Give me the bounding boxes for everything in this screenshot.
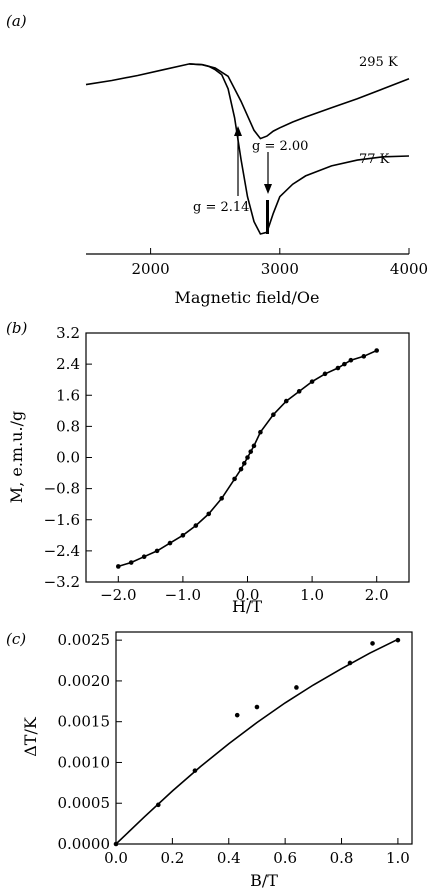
panel-b-y-tick-label: 0.0 [56,449,80,467]
panel-b-point [296,389,302,394]
panel-b-point [322,371,328,377]
panel-c-y-ticks: 0.0000 0.0005 0.0010 0.0015 0.0020 0.0025 [58,631,122,853]
panel-b-point [248,449,254,454]
panel-b-point [251,443,257,449]
panel-c: (c) 0.0 0.2 0.4 0.6 0.8 1.0 0.0000 0.0005 0.001… [6,630,413,890]
panel-a-xlabel: Magnetic field/Oe [174,288,319,307]
panel-b-point [206,511,212,517]
panel-c-point [113,841,119,847]
panel-b-point [241,461,247,466]
panel-c-points [113,637,401,847]
panel-c-point [294,685,299,690]
panel-a: (a) 2000 3000 4000 Magnetic field/Oe 295 K… [6,12,428,307]
panel-a-x-tick-label: 4000 [390,260,428,278]
panel-b-point [141,554,147,560]
panel-b-y-tick-label: 3.2 [56,324,80,342]
panel-b-y-tick-label: −3.2 [44,573,80,591]
panel-b-y-tick-label: 2.4 [56,355,80,373]
panel-c-label: (c) [6,630,26,648]
panel-c-y-tick-label: 0.0020 [58,672,111,690]
panel-c-y-tick-label: 0.0005 [58,794,111,812]
panel-b-point [238,466,244,472]
panel-b-x-tick-label: −2.0 [100,586,136,604]
panel-b-point [193,523,199,528]
panel-b-point [180,533,186,538]
panel-c-y-tick-label: 0.0000 [58,835,111,853]
panel-c-fit-line [115,638,399,845]
panel-a-x-tick-label: 2000 [132,260,170,278]
panel-c-point [370,641,375,646]
g200-label: g = 2.00 [252,139,308,154]
panel-b-y-tick-label: −2.4 [44,542,80,560]
panel-c-point [155,802,161,808]
panel-c-x-tick-label: 0.0 [104,849,128,867]
panel-b-point [342,361,347,367]
panel-b-point [167,540,173,546]
panel-b-x-tick-label: 0.0 [236,586,260,604]
panel-c-x-tick-label: 0.4 [217,849,241,867]
panel-b-point [245,455,250,460]
panel-c-point [395,637,401,643]
panel-b-y-tick-label: −1.6 [44,511,80,529]
panel-b-x-ticks: −2.0 −1.0 0.0 1.0 2.0 [100,576,389,604]
panel-b-y-ticks: −3.2 −2.4 −1.6 −0.8 0.0 0.8 1.6 2.4 3.2 [44,324,92,591]
panel-c-x-ticks: 0.0 0.2 0.4 0.6 0.8 1.0 [104,838,410,867]
panel-b-point [335,365,341,371]
panel-b-point [128,560,134,565]
panel-c-frame [115,631,413,845]
panel-b-x-tick-label: −1.0 [165,586,201,604]
panel-b-point [348,357,354,363]
panel-b-point [271,412,276,418]
panel-c-point [192,768,198,773]
g200-arrowhead [264,184,272,194]
panel-a-x-tick-label: 3000 [261,260,299,278]
g200-marker [266,200,269,234]
panel-c-y-tick-label: 0.0015 [58,713,111,731]
panel-b-points [116,348,380,569]
panel-c-x-tick-label: 0.2 [160,849,184,867]
panel-b-point [309,379,315,384]
panel-a-label: (a) [6,12,27,30]
panel-c-y-tick-label: 0.0025 [58,631,111,649]
panel-b-label: (b) [6,319,27,337]
panel-c-point [347,660,353,666]
panel-b-point [232,476,237,482]
series-77k-label: 77 K [359,152,390,167]
panel-b-point [283,398,289,404]
panel-c-ylabel: ΔT/K [21,716,40,757]
panel-b-fit-line [118,349,378,568]
panel-b-point [219,496,224,501]
panel-b-point [361,354,367,359]
panel-b-y-tick-label: 0.8 [56,417,80,435]
series-295k-line [85,63,410,140]
series-295k-label: 295 K [359,55,398,70]
g214-label: g = 2.14 [193,200,249,215]
panel-b: (b) −2.0 −1.0 0.0 1.0 2.0 −3.2 −2.4 −1.6 −0.8 0.… [6,319,410,616]
panel-b-y-tick-label: −0.8 [44,480,80,498]
panel-b-x-tick-label: 1.0 [300,586,324,604]
panel-c-xlabel: B/T [250,871,278,890]
panel-b-ylabel: M, e.m.u./g [7,411,26,503]
panel-b-point [154,548,160,554]
panel-b-point [116,564,121,569]
panel-c-x-tick-label: 1.0 [386,849,410,867]
g214-arrowhead [234,126,242,136]
panel-c-point [254,704,260,710]
panel-a-x-ticks: 2000 3000 4000 [132,248,428,278]
panel-b-y-tick-label: 1.6 [56,386,80,404]
panel-c-point [234,712,240,718]
panel-c-x-tick-label: 0.6 [273,849,297,867]
panel-b-point [258,429,263,435]
panel-b-point [374,348,380,353]
panel-b-x-tick-label: 2.0 [365,586,389,604]
series-77k-line [189,63,410,235]
panel-c-y-tick-label: 0.0010 [58,753,111,771]
panel-b-xlabel: H/T [232,597,262,616]
panel-c-x-tick-label: 0.8 [330,849,354,867]
